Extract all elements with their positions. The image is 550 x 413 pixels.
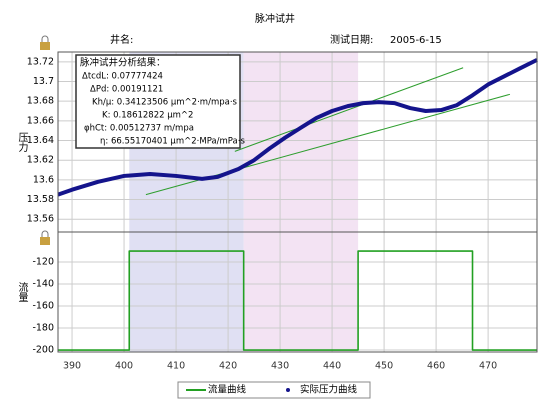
x-tick-label: 420 bbox=[219, 361, 237, 372]
y-tick-label: 13.62 bbox=[27, 155, 54, 166]
y-tick-label: -200 bbox=[32, 345, 54, 356]
x-tick-label: 470 bbox=[479, 361, 497, 372]
x-tick-label: 460 bbox=[427, 361, 445, 372]
y-tick-label: 13.64 bbox=[27, 135, 54, 146]
shaded-band bbox=[129, 232, 244, 352]
x-tick-label: 450 bbox=[375, 361, 393, 372]
annotation-title: 脉冲试井分析结果： bbox=[80, 57, 166, 69]
y-tick-label: -160 bbox=[32, 301, 54, 312]
annotation-line: Kh/μ: 0.34123506 μm^2·m/mpa·s bbox=[92, 98, 238, 108]
y-tick-label: -180 bbox=[32, 323, 54, 334]
legend bbox=[177, 381, 371, 399]
x-tick-label: 440 bbox=[323, 361, 341, 372]
test-date: 2005-6-15 bbox=[390, 35, 442, 46]
y-tick-label: -140 bbox=[32, 279, 54, 290]
lock-icon bbox=[40, 35, 50, 50]
chart-title: 脉冲试井 bbox=[255, 12, 295, 25]
annotation-line: φhCt: 0.00512737 m/mpa bbox=[84, 124, 194, 134]
plot-border bbox=[57, 231, 538, 353]
y-tick-label: 13.6 bbox=[33, 174, 54, 185]
x-tick-label: 390 bbox=[63, 361, 81, 372]
data-line bbox=[57, 58, 538, 197]
shaded-band bbox=[243, 232, 359, 352]
legend-label: 实际压力曲线 bbox=[300, 384, 358, 396]
trend-line bbox=[234, 67, 464, 152]
y-tick-label: 13.66 bbox=[27, 115, 54, 126]
legend-label: 流量曲线 bbox=[208, 384, 247, 396]
x-tick-label: 400 bbox=[115, 361, 133, 372]
well-name-label: 井名: bbox=[110, 33, 133, 46]
x-tick-label: 410 bbox=[167, 361, 185, 372]
y-tick-label: 13.58 bbox=[27, 194, 54, 205]
annotation-box bbox=[75, 54, 241, 149]
annotation-line: ΔtcdL: 0.07777424 bbox=[82, 72, 163, 82]
panel: -200 -180 -160 -140 -120 390 400 410 420 430 440 45… bbox=[16, 231, 538, 372]
panel: 13.56 13.58 13.6 13.62 13.64 13.66 13.68 13.7 13… bbox=[16, 51, 538, 249]
y-tick-label: 13.72 bbox=[27, 56, 54, 67]
annotation-line: ΔPd: 0.00191121 bbox=[90, 85, 163, 95]
y-axis-label: 压力 bbox=[16, 132, 28, 153]
y-axis-label: 流量 bbox=[16, 281, 28, 302]
test-date-label: 测试日期: bbox=[330, 33, 373, 46]
lock-icon bbox=[40, 230, 50, 245]
y-tick-label: 13.56 bbox=[27, 214, 54, 225]
y-tick-label: -120 bbox=[32, 257, 54, 268]
legend-swatch bbox=[286, 388, 290, 392]
y-tick-label: 13.7 bbox=[33, 76, 54, 87]
annotation-line: K: 0.18612822 μm^2 bbox=[102, 111, 193, 121]
data-line bbox=[58, 250, 537, 351]
x-tick-label: 430 bbox=[271, 361, 289, 372]
annotation-line: η: 66.55170401 μm^2·MPa/mPa·s bbox=[100, 137, 245, 147]
y-tick-label: 13.68 bbox=[27, 96, 54, 107]
